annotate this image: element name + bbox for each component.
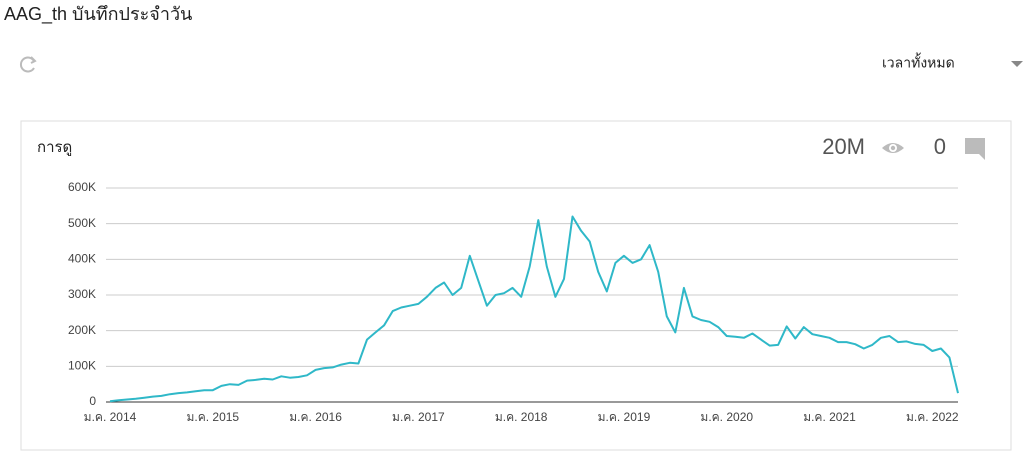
views-line (109, 215, 959, 403)
x-tick-label: ม.ค. 2015 (186, 410, 239, 424)
x-tick-label: ม.ค. 2022 (906, 410, 959, 424)
y-tick-label: 100K (68, 359, 96, 373)
blog-title: AAG_th บันทึกประจำวัน (4, 4, 192, 25)
x-tick-label: ม.ค. 2017 (392, 410, 445, 424)
refresh-icon (20, 56, 35, 73)
y-tick-label: 500K (68, 216, 96, 230)
plot: 0 100K 200K 300K 400K 500K 600K ม.ค. 2014 ม.ค. 2… (68, 180, 959, 424)
stats-card (20, 120, 1012, 451)
refresh-button[interactable] (20, 56, 37, 73)
dropdown-arrow[interactable] (1011, 61, 1023, 67)
x-tick-label: ม.ค. 2016 (289, 410, 342, 424)
y-tick-label: 300K (68, 287, 96, 301)
comments-count: 0 (934, 134, 946, 159)
comment-icon (965, 138, 985, 160)
y-tick-label: 0 (89, 394, 96, 408)
views-count: 20M (822, 134, 865, 159)
range-dropdown[interactable]: เวลาทั้งหมด (882, 53, 955, 71)
chart-title: การดู (37, 139, 72, 156)
eye-icon (882, 143, 904, 153)
x-tick-label: ม.ค. 2018 (495, 410, 548, 424)
x-tick-label: ม.ค. 2021 (803, 410, 856, 424)
y-tick-label: 600K (68, 180, 96, 194)
x-tick-label: ม.ค. 2020 (700, 410, 753, 424)
y-tick-label: 200K (68, 323, 96, 337)
x-tick-label: ม.ค. 2019 (598, 410, 651, 424)
refresh-arrow (30, 56, 37, 64)
y-tick-label: 400K (68, 252, 96, 266)
x-tick-label: ม.ค. 2014 (84, 410, 137, 424)
